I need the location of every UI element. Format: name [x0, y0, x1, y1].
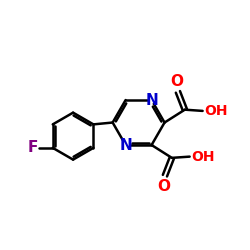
Text: OH: OH: [204, 104, 227, 118]
Text: F: F: [28, 140, 38, 155]
Text: N: N: [119, 138, 132, 152]
Text: O: O: [170, 74, 183, 89]
Text: OH: OH: [191, 150, 214, 164]
Text: O: O: [157, 179, 170, 194]
Text: N: N: [145, 92, 158, 108]
